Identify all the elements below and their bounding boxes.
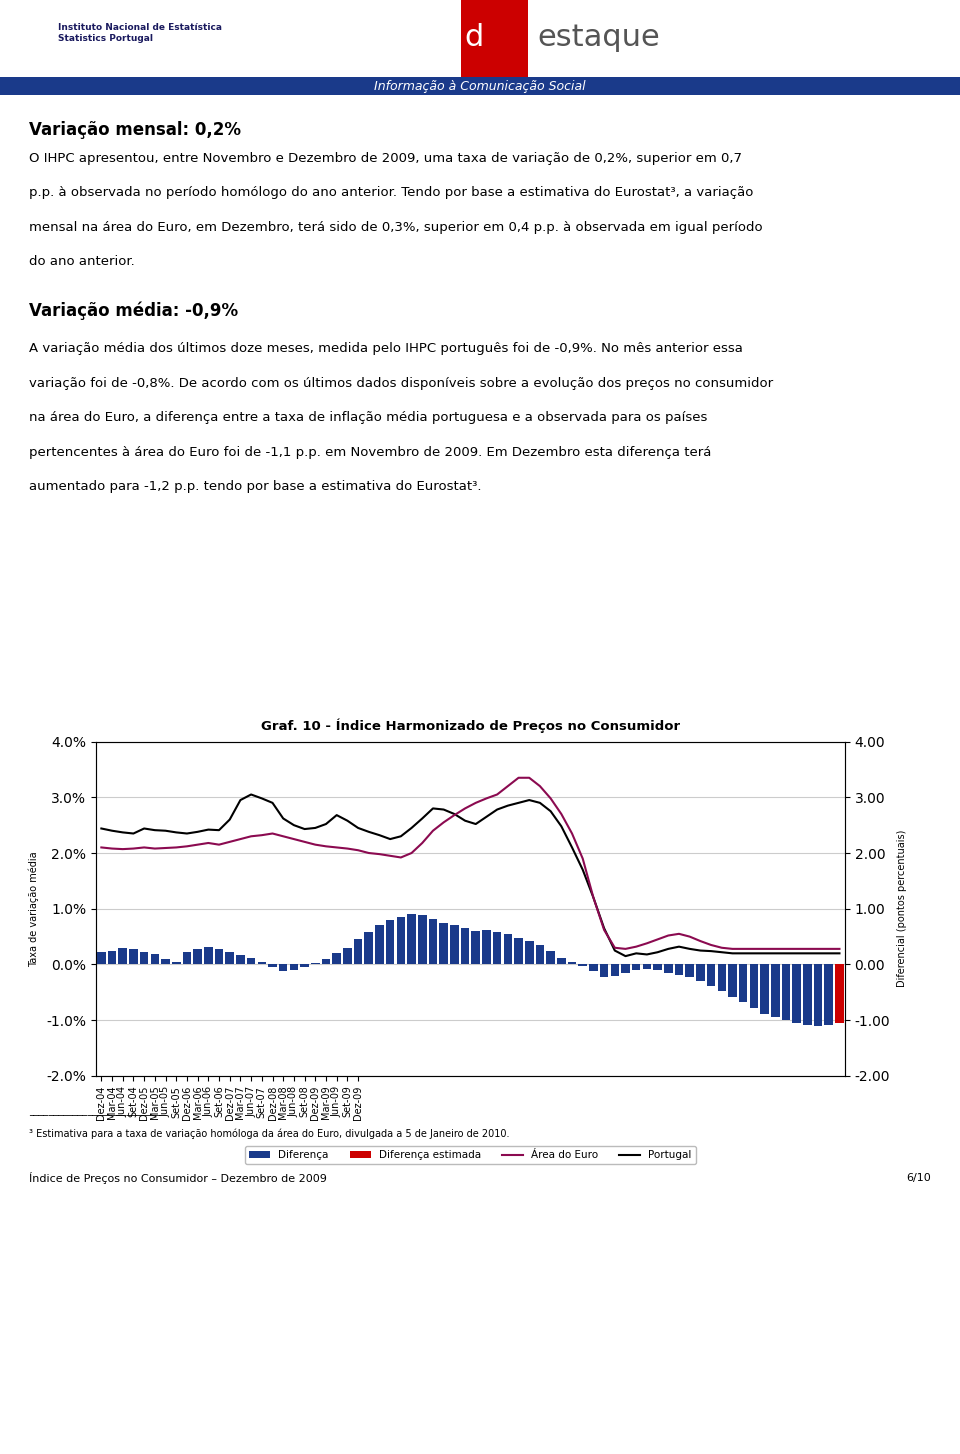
Text: 6/10: 6/10 [906,1173,931,1182]
Text: do ano anterior.: do ano anterior. [29,254,134,268]
Bar [515,938,523,964]
Bar [193,949,202,964]
Text: pertencentes à área do Euro foi de -1,1 p.p. em Novembro de 2009. Em Dezembro es: pertencentes à área do Euro foi de -1,1 … [29,446,711,458]
Text: Variação média: -0,9%: Variação média: -0,9% [29,302,238,320]
Bar [172,961,180,964]
Bar [354,939,362,964]
Text: O IHPC apresentou, entre Novembro e Dezembro de 2009, uma taxa de variação de 0,: O IHPC apresentou, entre Novembro e Deze… [29,151,742,164]
Bar [130,949,137,964]
Bar [557,958,565,964]
Bar [290,964,299,970]
Text: estaque: estaque [538,23,660,52]
Bar [654,964,661,970]
Bar [471,931,480,964]
Bar [215,949,224,964]
Bar [118,948,127,964]
Y-axis label: Taxa de variação média: Taxa de variação média [29,851,39,967]
Bar [151,954,159,964]
Bar [804,964,811,1025]
Bar [343,948,351,964]
Bar [396,917,405,964]
Bar [707,964,715,986]
Bar [322,960,330,964]
Bar [247,958,255,964]
Bar [140,952,149,964]
Text: Instituto Nacional de Estatística
Statistics Portugal: Instituto Nacional de Estatística Statis… [58,23,222,42]
Bar [0,77,960,95]
Text: Informação à Comunicação Social: Informação à Comunicação Social [374,80,586,93]
Title: Graf. 10 - Índice Harmonizado de Preços no Consumidor: Graf. 10 - Índice Harmonizado de Preços … [261,718,680,733]
Text: ___________________________: ___________________________ [29,1106,160,1117]
Bar [792,964,801,1024]
Bar [161,960,170,964]
Bar [696,964,705,981]
Bar [739,964,748,1002]
Bar [750,964,758,1008]
Bar [375,926,384,964]
Bar [525,941,534,964]
Bar [642,964,651,968]
Text: mensal na área do Euro, em Dezembro, terá sido de 0,3%, superior em 0,4 p.p. à o: mensal na área do Euro, em Dezembro, ter… [29,221,762,234]
Bar [546,951,555,964]
Bar [0,0,461,95]
Bar [236,955,245,964]
Bar [418,916,426,964]
Y-axis label: Diferencial (pontos percentuais): Diferencial (pontos percentuais) [897,830,907,987]
Legend: Diferença, Diferença estimada, Área do Euro, Portugal: Diferença, Diferença estimada, Área do E… [245,1146,696,1165]
Bar [440,923,448,964]
Bar [675,964,684,974]
Bar [771,964,780,1018]
Text: A variação média dos últimos doze meses, medida pelo IHPC português foi de -0,9%: A variação média dos últimos doze meses,… [29,343,743,355]
Bar [461,0,528,77]
Bar [365,932,373,964]
Bar [611,964,619,976]
Bar [108,951,116,964]
Bar [536,945,544,964]
Bar [429,919,437,964]
Text: d: d [465,23,484,52]
Text: Índice de Preços no Consumidor – Dezembro de 2009: Índice de Preços no Consumidor – Dezembr… [29,1172,326,1184]
Bar [621,964,630,973]
Bar [279,964,287,971]
Bar [760,964,769,1013]
Bar [781,964,790,1021]
Bar [492,932,501,964]
Text: variação foi de -0,8%. De acordo com os últimos dados disponíveis sobre a evoluç: variação foi de -0,8%. De acordo com os … [29,377,773,390]
Bar [300,964,309,967]
Bar [567,961,576,964]
Bar [632,964,640,970]
Bar [226,952,234,964]
Bar [182,952,191,964]
Bar [386,920,395,964]
Text: Informações adicionais: Serviço de Comunicação e Imagem  [Tel: 21.842.61.00 _ Fa: Informações adicionais: Serviço de Comun… [144,1391,732,1403]
Text: na área do Euro, a diferença entre a taxa de inflação média portuguesa e a obser: na área do Euro, a diferença entre a tax… [29,411,708,425]
Bar [268,964,276,967]
Text: p.p. à observada no período homólogo do ano anterior. Tendo por base a estimativ: p.p. à observada no período homólogo do … [29,186,754,199]
Bar [482,931,491,964]
Bar [450,926,459,964]
Bar [835,964,844,1024]
Bar [729,964,736,997]
Bar [97,952,106,964]
Text: www.ine.pt: www.ine.pt [29,1389,144,1406]
Bar [600,964,609,977]
Bar [825,964,833,1025]
Bar [685,964,694,977]
Bar [461,0,960,77]
Bar [461,928,469,964]
Bar [717,964,726,992]
Text: aumentado para -1,2 p.p. tendo por base a estimativa do Eurostat³.: aumentado para -1,2 p.p. tendo por base … [29,480,481,493]
Text: ³ Estimativa para a taxa de variação homóloga da área do Euro, divulgada a 5 de : ³ Estimativa para a taxa de variação hom… [29,1128,510,1138]
Bar [664,964,673,973]
Bar [814,964,823,1027]
Bar [257,961,266,964]
Bar [589,964,598,971]
Text: Variação mensal: 0,2%: Variação mensal: 0,2% [29,121,241,138]
Bar [204,947,212,964]
Bar [504,933,512,964]
Bar [407,915,416,964]
Bar [332,954,341,964]
